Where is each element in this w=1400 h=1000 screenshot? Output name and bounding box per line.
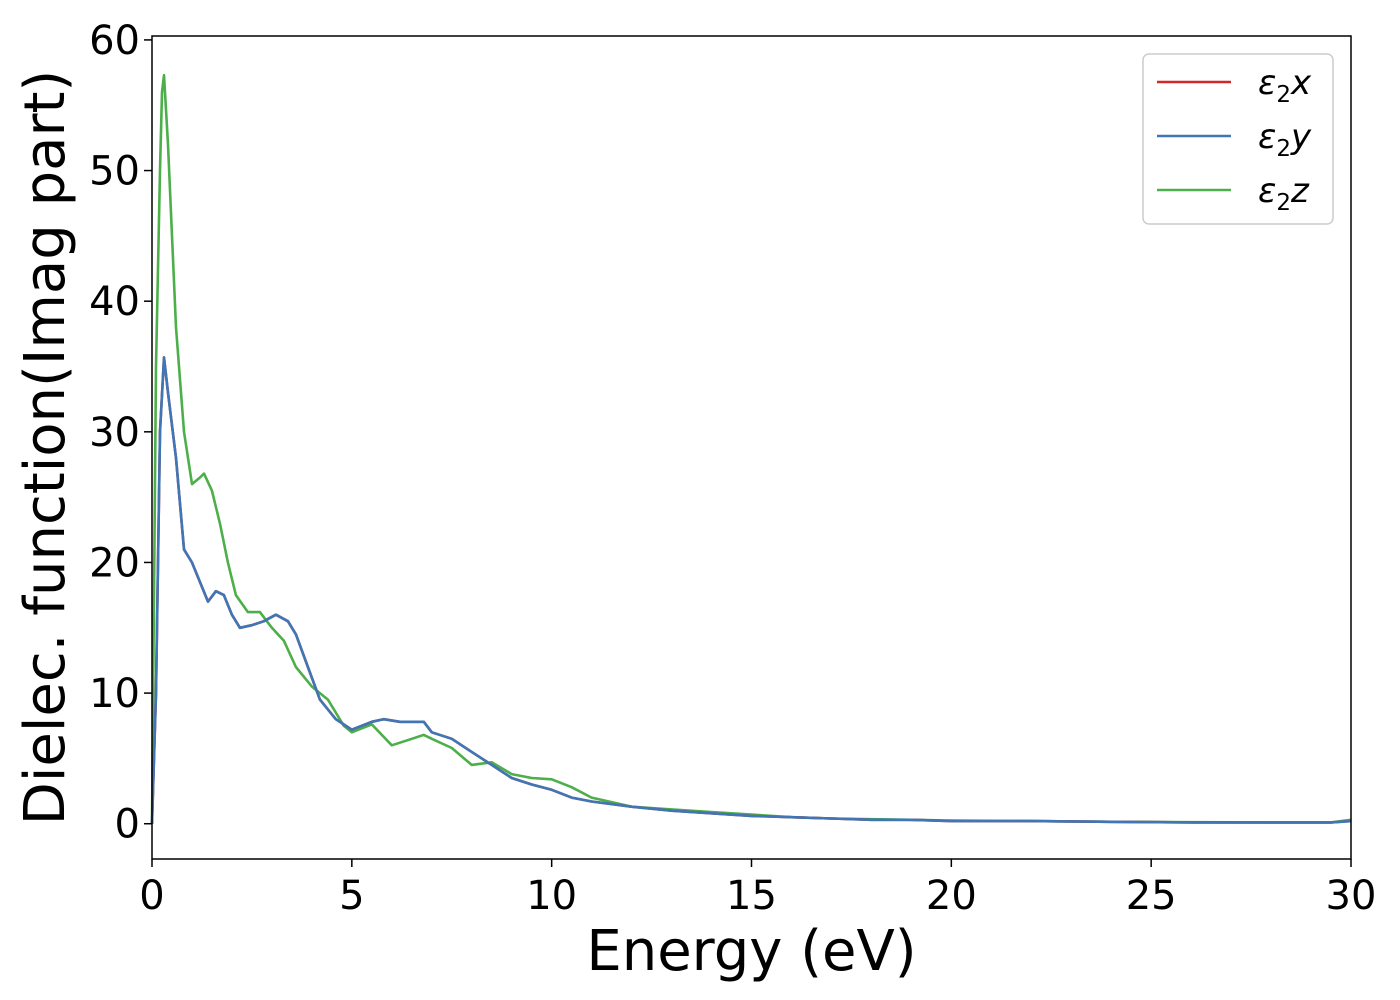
- x-tick-label: 10: [526, 873, 577, 919]
- x-tick-label: 0: [139, 873, 164, 919]
- y-tick-label: 60: [89, 18, 140, 64]
- legend-entry-z: ε2z: [1157, 171, 1310, 216]
- y-tick-label: 10: [89, 671, 140, 717]
- legend-label-x: ε2x: [1258, 63, 1312, 108]
- x-tick-label: 15: [726, 873, 777, 919]
- x-axis-ticks: 0 5 10 15 20 25 30: [139, 859, 1376, 919]
- y-axis-ticks: 0 10 20 30 40 50 60: [89, 18, 152, 848]
- y-axis-label: Dielec. function(Imag part): [13, 70, 78, 826]
- legend-box: [1142, 53, 1334, 225]
- x-tick-label: 5: [339, 873, 364, 919]
- y-tick-label: 40: [89, 279, 140, 325]
- y-tick-label: 50: [89, 149, 140, 195]
- legend-entry-y: ε2y: [1157, 117, 1312, 162]
- x-tick-label: 25: [1126, 873, 1177, 919]
- y-tick-label: 20: [89, 540, 140, 586]
- legend-label-y: ε2y: [1258, 117, 1312, 162]
- series-line-e2y: [150, 356, 1352, 824]
- x-axis-label: Energy (eV): [586, 919, 916, 984]
- legend-label-z: ε2z: [1258, 171, 1310, 216]
- y-tick-label: 0: [115, 802, 140, 848]
- y-tick-label: 30: [89, 410, 140, 456]
- legend: ε2x ε2y ε2z: [1142, 53, 1334, 225]
- x-tick-label: 30: [1326, 873, 1377, 919]
- legend-entry-x: ε2x: [1157, 63, 1312, 108]
- x-tick-label: 20: [926, 873, 977, 919]
- series-layer: [150, 73, 1352, 824]
